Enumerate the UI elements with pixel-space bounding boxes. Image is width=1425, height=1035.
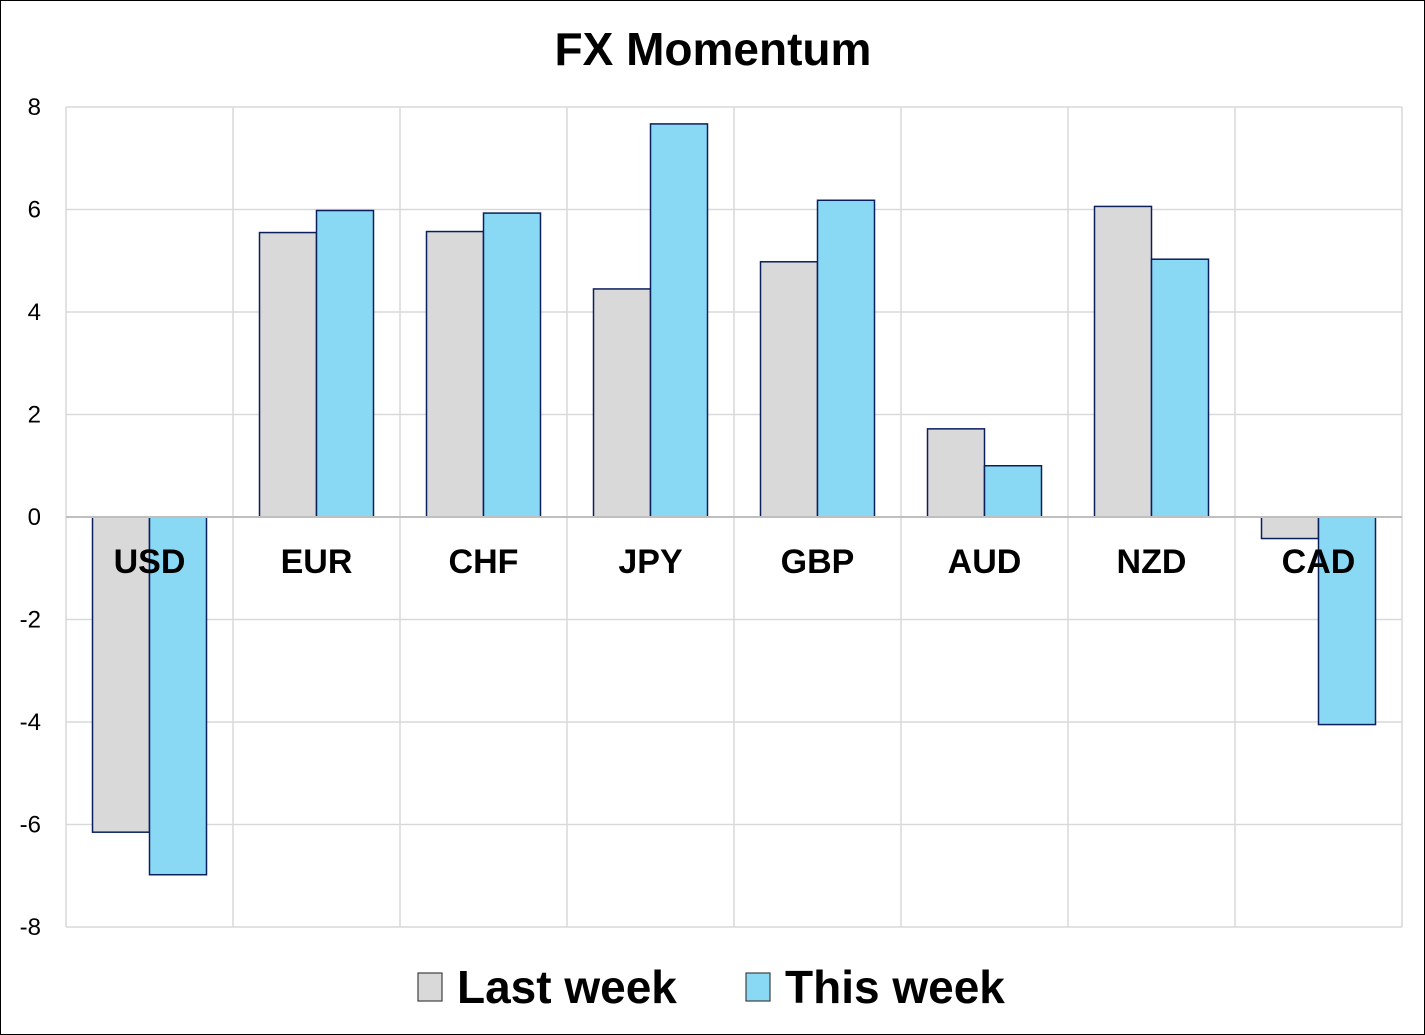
bar-last-week [258,231,318,518]
category-label: CHF [449,543,519,581]
category-label: AUD [948,543,1022,581]
bar-this-week [1150,258,1210,518]
y-tick-label: -8 [20,914,41,941]
y-tick-label: 4 [28,299,41,326]
category-labels: USD EUR CHF JPY GBP AUD NZD CAD [114,543,1356,581]
bar-this-week [816,199,876,518]
legend: Last week This week [417,961,1005,1013]
category-label: JPY [618,543,683,581]
legend-swatch [745,972,771,1002]
category-label: CAD [1282,543,1356,581]
y-tick-label: -6 [20,812,41,839]
bars [91,123,1377,876]
bar-last-week [926,428,986,518]
y-tick-label: 2 [28,402,41,429]
legend-label: This week [785,961,1005,1013]
chart-title: FX Momentum [555,23,872,75]
bar-last-week [91,516,151,833]
axes: -8 -6 -4 -2 0 2 4 6 8 [20,94,1402,941]
category-label: USD [114,543,186,581]
legend-swatch [417,972,443,1002]
bar-last-week [425,230,485,518]
bar-this-week [148,516,208,876]
bar-this-week [482,212,542,518]
bar-last-week [1093,205,1153,518]
legend-label: Last week [457,961,677,1013]
y-tick-label: 0 [28,504,41,531]
bar-last-week [592,288,652,518]
category-label: EUR [281,543,353,581]
y-tick-label: -2 [20,607,41,634]
bar-this-week [983,465,1043,518]
category-label: NZD [1117,543,1187,581]
bar-last-week [759,261,819,518]
category-label: GBP [781,543,855,581]
bar-this-week [1317,516,1377,726]
bar-last-week [1260,516,1320,540]
y-tick-label: 6 [28,197,41,224]
bar-this-week [315,209,375,518]
y-tick-label: 8 [28,94,41,121]
y-tick-label: -4 [20,709,41,736]
bar-this-week [649,123,709,518]
